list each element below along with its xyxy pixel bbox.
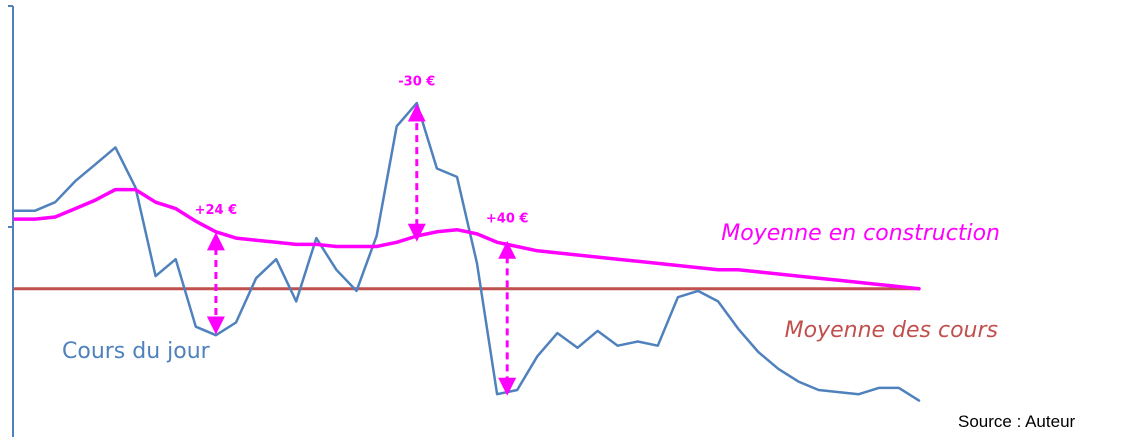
series-line-cours-du-jour — [13, 101, 921, 402]
label-moyenne-cours: Moyenne des cours — [785, 318, 998, 343]
source-note: Source : Auteur — [958, 412, 1076, 431]
series-layer — [13, 101, 921, 402]
annotation-layer: +24 € -30 € +40 € — [195, 74, 529, 396]
series-line-moyenne-en-construction — [13, 187, 921, 291]
annotation-label-1: +24 € — [195, 203, 238, 218]
annotation-label-2: -30 € — [398, 74, 435, 89]
annotation-label-3: +40 € — [486, 211, 529, 226]
label-cours-du-jour: Cours du jour — [62, 339, 211, 364]
label-moyenne-construction: Moyenne en construction — [721, 221, 1000, 246]
